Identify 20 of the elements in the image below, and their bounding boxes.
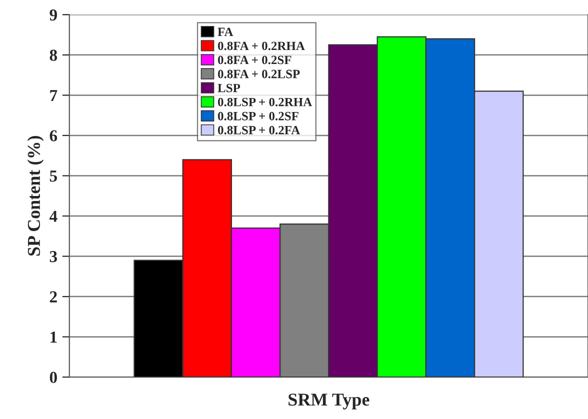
y-tick-label: 9 xyxy=(50,9,57,21)
y-tick-label: 6 xyxy=(50,130,58,142)
y-axis-title: SP Content (%) xyxy=(27,136,44,256)
legend-label: LSP xyxy=(218,84,240,92)
y-tick-label: 8 xyxy=(50,50,58,61)
legend-label: 0.8FA + 0.2RHA xyxy=(218,42,305,50)
legend-label: 0.8LSP + 0.2SF xyxy=(218,112,298,120)
legend-label: 0.8FA + 0.2LSP xyxy=(218,70,300,78)
y-tick-label: 2 xyxy=(50,291,57,302)
legend-label: FA xyxy=(218,28,234,36)
y-tick-label: 4 xyxy=(49,210,58,222)
legend-label: 0.8LSP + 0.2FA xyxy=(218,126,300,134)
y-tick-label: 7 xyxy=(50,90,58,101)
x-axis-title: SRM Type xyxy=(288,394,370,410)
y-tick-label: 5 xyxy=(50,170,57,182)
legend-label: 0.8FA + 0.2SF xyxy=(218,56,292,64)
legend-label: 0.8LSP + 0.2RHA xyxy=(218,98,312,106)
y-tick-label: 3 xyxy=(50,251,58,262)
y-tick-label: 0 xyxy=(50,372,57,384)
y-tick-label: 1 xyxy=(50,332,57,343)
